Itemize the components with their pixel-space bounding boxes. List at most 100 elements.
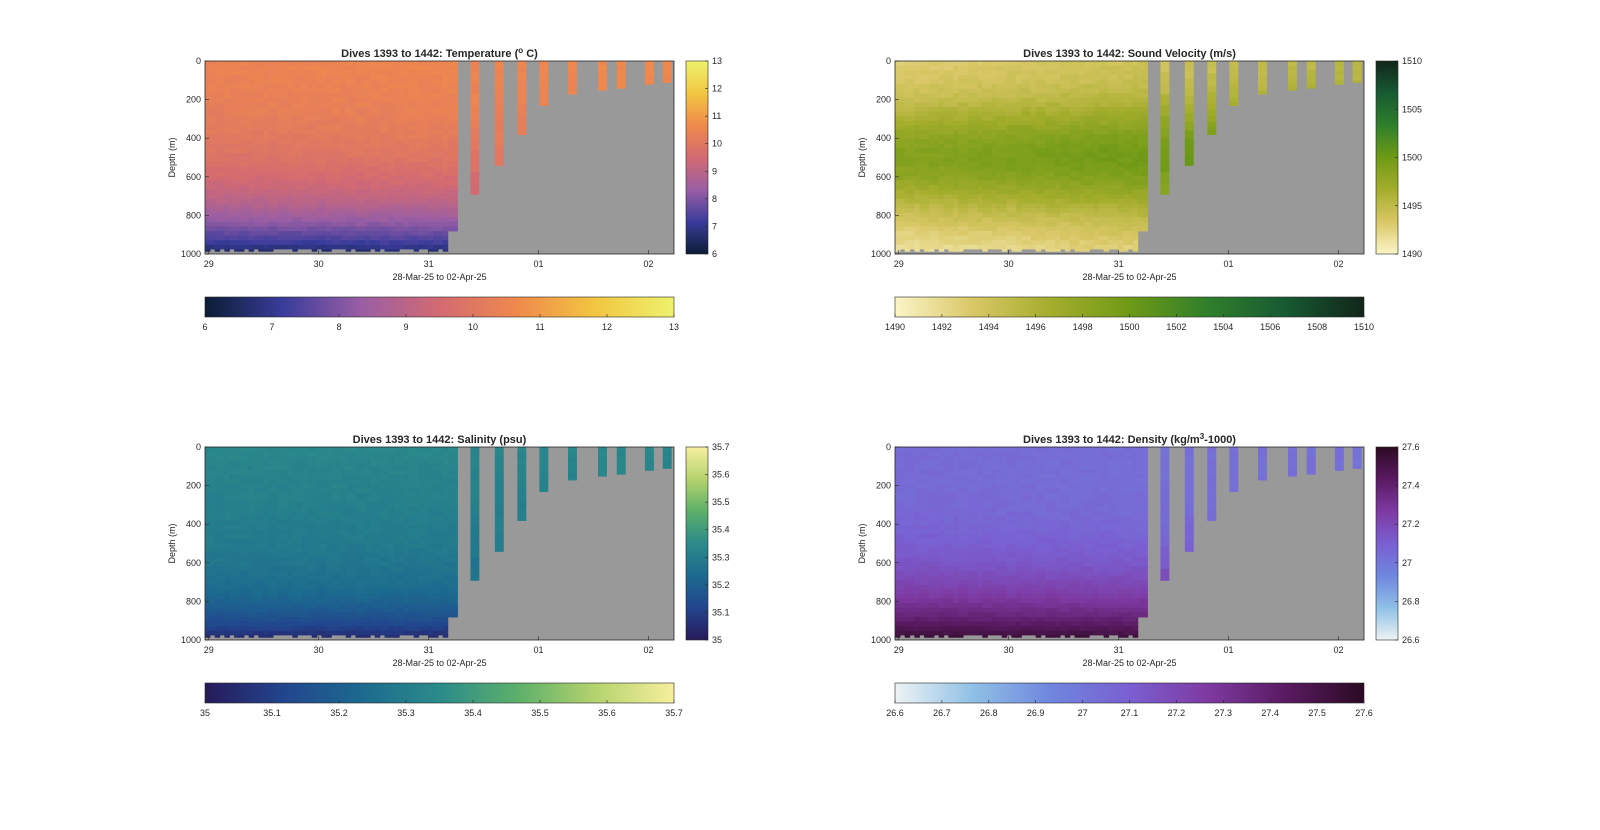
colorbar-h-tick-label: 6 — [202, 322, 207, 332]
colorbar-h-tick-label: 9 — [403, 322, 408, 332]
heatmap-cells — [205, 61, 672, 252]
colorbar-h-tick-label: 35.5 — [531, 708, 549, 718]
y-tick-label: 0 — [886, 442, 891, 452]
colorbar-v-tick-label: 35.3 — [712, 552, 730, 562]
y-tick-label: 800 — [876, 210, 891, 220]
chart-title: Dives 1393 to 1442: Salinity (psu) — [353, 434, 527, 446]
y-tick-label: 600 — [186, 172, 201, 182]
panel-temperature: Dives 1393 to 1442: Temperature (o C) 02 0… — [167, 46, 722, 332]
colorbar-v-tick-label: 27.2 — [1402, 519, 1420, 529]
x-tick-label: 02 — [1333, 259, 1343, 269]
colorbar-v-tick-label: 35.1 — [712, 607, 730, 617]
colorbar-h-tick-label: 35.3 — [397, 708, 415, 718]
y-tick-label: 600 — [186, 558, 201, 568]
x-tick-label: 01 — [1224, 645, 1234, 655]
x-tick-label: 01 — [534, 645, 544, 655]
x-tick-label: 31 — [424, 645, 434, 655]
colorbar-vertical — [1375, 446, 1399, 641]
colorbar-h-tick-label: 1506 — [1260, 322, 1280, 332]
colorbar-h-tick-label: 35.7 — [665, 708, 683, 718]
x-tick-label: 02 — [1333, 645, 1343, 655]
colorbar-v-tick-label: 35.5 — [712, 497, 730, 507]
axes-box — [894, 446, 1365, 641]
colorbar-h-tick-label: 35.1 — [263, 708, 281, 718]
x-tick-label: 29 — [204, 259, 214, 269]
heatmap-cells — [205, 447, 672, 638]
colorbar-h-tick-label: 10 — [468, 322, 478, 332]
colorbar-h-tick-label: 1504 — [1213, 322, 1233, 332]
colorbar-vertical — [685, 446, 709, 641]
colorbar-h-tick-label: 1490 — [885, 322, 905, 332]
colorbar-v-tick-label: 27.6 — [1402, 442, 1420, 452]
panel-salinity: Dives 1393 to 1442: Salinity (psu) 0 200 40… — [167, 434, 730, 718]
y-tick-label: 400 — [186, 133, 201, 143]
y-axis-label: Depth (m) — [167, 523, 177, 563]
colorbar-v-tick-label: 1490 — [1402, 249, 1422, 259]
y-tick-label: 1000 — [871, 249, 891, 259]
y-tick-label: 200 — [186, 481, 201, 491]
colorbar-vertical — [1375, 60, 1399, 255]
colorbar-h-tick-label: 1498 — [1073, 322, 1093, 332]
colorbar-h-tick-label: 1500 — [1119, 322, 1139, 332]
x-axis-label: 28-Mar-25 to 02-Apr-25 — [392, 272, 486, 282]
colorbar-vertical — [685, 60, 709, 255]
y-tick-label: 600 — [876, 172, 891, 182]
axes-box — [204, 60, 675, 255]
colorbar-v-tick-label: 26.6 — [1402, 635, 1420, 645]
x-axis-label: 28-Mar-25 to 02-Apr-25 — [1082, 658, 1176, 668]
heatmap-cells — [895, 447, 1362, 638]
colorbar-h-tick-label: 26.9 — [1027, 708, 1045, 718]
panel-density: Dives 1393 to 1442: Density (kg/m3-1000)… — [857, 432, 1420, 718]
x-tick-label: 29 — [894, 259, 904, 269]
colorbar-v-tick-label: 12 — [712, 84, 722, 94]
colorbar-v-tick-label: 35 — [712, 635, 722, 645]
colorbar-h-tick-label: 27.6 — [1355, 708, 1373, 718]
colorbar-v-tick-label: 35.4 — [712, 525, 730, 535]
colorbar-h-tick-label: 1502 — [1166, 322, 1186, 332]
axes-box — [204, 446, 675, 641]
y-tick-label: 0 — [886, 56, 891, 66]
x-tick-label: 30 — [314, 645, 324, 655]
x-tick-label: 29 — [204, 645, 214, 655]
axes-box — [894, 60, 1365, 255]
colorbar-h-tick-label: 11 — [535, 322, 544, 332]
x-tick-label: 30 — [1004, 259, 1014, 269]
colorbar-h-tick-label: 1492 — [932, 322, 952, 332]
colorbar-v-tick-label: 8 — [712, 194, 717, 204]
y-axis-label: Depth (m) — [857, 137, 867, 177]
colorbar-v-tick-label: 7 — [712, 221, 717, 231]
y-tick-label: 0 — [196, 442, 201, 452]
colorbar-h-tick-label: 13 — [669, 322, 679, 332]
y-tick-label: 400 — [876, 519, 891, 529]
x-tick-label: 29 — [894, 645, 904, 655]
colorbar-h-tick-label: 1508 — [1307, 322, 1327, 332]
y-tick-label: 200 — [876, 481, 891, 491]
colorbar-h-tick-label: 27 — [1078, 708, 1088, 718]
y-tick-label: 800 — [186, 210, 201, 220]
colorbar-h-tick-label: 1510 — [1354, 322, 1374, 332]
colorbar-v-tick-label: 1505 — [1402, 104, 1422, 114]
y-tick-label: 600 — [876, 558, 891, 568]
colorbar-h-tick-label: 26.6 — [886, 708, 904, 718]
colorbar-h-tick-label: 7 — [269, 322, 274, 332]
colorbar-h-tick-label: 1496 — [1026, 322, 1046, 332]
y-tick-label: 800 — [876, 596, 891, 606]
colorbar-h-tick-label: 35.2 — [330, 708, 348, 718]
x-tick-label: 01 — [1224, 259, 1234, 269]
heatmap-cells — [895, 61, 1362, 252]
colorbar-h-tick-label: 26.7 — [933, 708, 951, 718]
x-tick-label: 02 — [643, 645, 653, 655]
colorbar-v-tick-label: 27 — [1402, 558, 1412, 568]
y-axis-label: Depth (m) — [167, 137, 177, 177]
colorbar-v-tick-label: 35.6 — [712, 470, 730, 480]
x-tick-label: 31 — [1114, 259, 1124, 269]
colorbar-h-tick-label: 27.4 — [1261, 708, 1279, 718]
x-tick-label: 01 — [534, 259, 544, 269]
colorbar-v-tick-label: 1495 — [1402, 201, 1422, 211]
colorbar-v-tick-label: 26.8 — [1402, 596, 1420, 606]
y-tick-label: 0 — [196, 56, 201, 66]
x-tick-label: 31 — [1114, 645, 1124, 655]
chart-title: Dives 1393 to 1442: Temperature (o C) — [341, 46, 538, 60]
colorbar-h-tick-label: 12 — [602, 322, 612, 332]
x-tick-label: 02 — [643, 259, 653, 269]
